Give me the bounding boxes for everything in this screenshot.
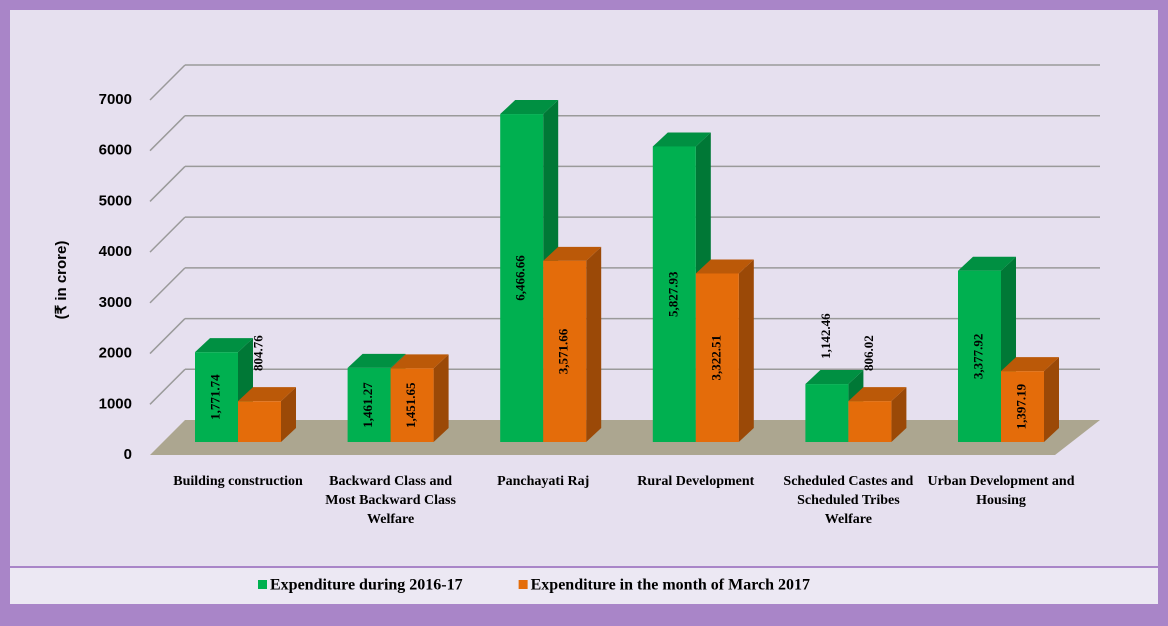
- data-label: 3,377.92: [970, 334, 985, 380]
- bar: [848, 401, 892, 442]
- y-tick-label: 3000: [99, 294, 132, 311]
- grid-line: [149, 368, 186, 405]
- data-label: 1,451.65: [403, 382, 418, 428]
- bar-top: [805, 370, 864, 385]
- y-tick-label: 0: [124, 446, 132, 463]
- legend-swatch: [518, 580, 528, 589]
- bar-side: [281, 387, 296, 442]
- bar-side: [586, 246, 602, 442]
- x-tick-label: Urban Development and Housing: [927, 474, 1075, 508]
- grid-line: [149, 64, 186, 101]
- bar-top: [347, 353, 406, 368]
- x-tick-label: Backward Class and Most Backward Class W…: [325, 474, 456, 527]
- legend-label: Expenditure during 2016-17: [270, 577, 463, 594]
- grid-line: [149, 216, 186, 253]
- y-tick-label: 6000: [99, 142, 132, 159]
- bar-top: [848, 387, 907, 402]
- grid-line: [149, 115, 186, 152]
- bar: [695, 273, 739, 442]
- bar: [543, 260, 587, 442]
- bar-top: [500, 100, 559, 115]
- bar-top: [238, 387, 296, 402]
- bar-side: [1044, 357, 1059, 442]
- y-tick-label: 4000: [99, 243, 132, 260]
- y-tick-label: 7000: [99, 91, 132, 108]
- bar: [238, 401, 281, 442]
- bar-top: [652, 132, 711, 147]
- bar: [500, 114, 544, 442]
- bar: [652, 146, 696, 443]
- bar-top: [1001, 357, 1059, 372]
- bar: [805, 384, 849, 442]
- bar: [958, 270, 1001, 442]
- data-label: 804.76: [250, 335, 265, 371]
- data-label: 3,322.51: [708, 335, 723, 381]
- data-label: 6,466.66: [513, 255, 528, 301]
- data-label: 3,571.66: [556, 328, 571, 374]
- x-tick-label: Scheduled Castes and Scheduled Tribes We…: [783, 474, 914, 527]
- bar-top: [543, 246, 602, 261]
- data-label: 1,771.74: [207, 374, 222, 420]
- legend-panel: [10, 568, 1158, 604]
- data-label: 5,827.93: [665, 271, 680, 317]
- bar: [1001, 371, 1044, 442]
- data-label: 1,142.46: [818, 313, 833, 359]
- data-label: 1,397.19: [1013, 383, 1028, 429]
- bar: [390, 368, 434, 442]
- bar-top: [390, 354, 449, 369]
- grid-line: [149, 318, 186, 355]
- bar-side: [433, 354, 449, 442]
- bar-top: [695, 259, 754, 274]
- bar: [195, 352, 238, 442]
- y-tick-label: 1000: [99, 395, 132, 412]
- grid-line: [149, 267, 186, 304]
- grid-line: [149, 165, 186, 202]
- y-tick-label: 5000: [99, 192, 132, 209]
- y-tick-label: 2000: [99, 345, 132, 362]
- bar: [347, 367, 391, 442]
- bar-top: [195, 338, 253, 353]
- y-axis-title: (₹ in crore): [53, 241, 70, 320]
- data-label: 806.02: [861, 335, 876, 371]
- bar-top: [958, 256, 1016, 271]
- data-label: 1,461.27: [360, 382, 375, 428]
- x-tick-label: Building construction: [173, 474, 303, 489]
- x-tick-label: Panchayati Raj: [497, 474, 590, 489]
- legend-swatch: [258, 580, 267, 589]
- x-tick-label: Rural Development: [637, 474, 755, 489]
- bar-side: [738, 259, 754, 442]
- legend-label: Expenditure in the month of March 2017: [531, 577, 810, 594]
- bar-side: [891, 387, 907, 442]
